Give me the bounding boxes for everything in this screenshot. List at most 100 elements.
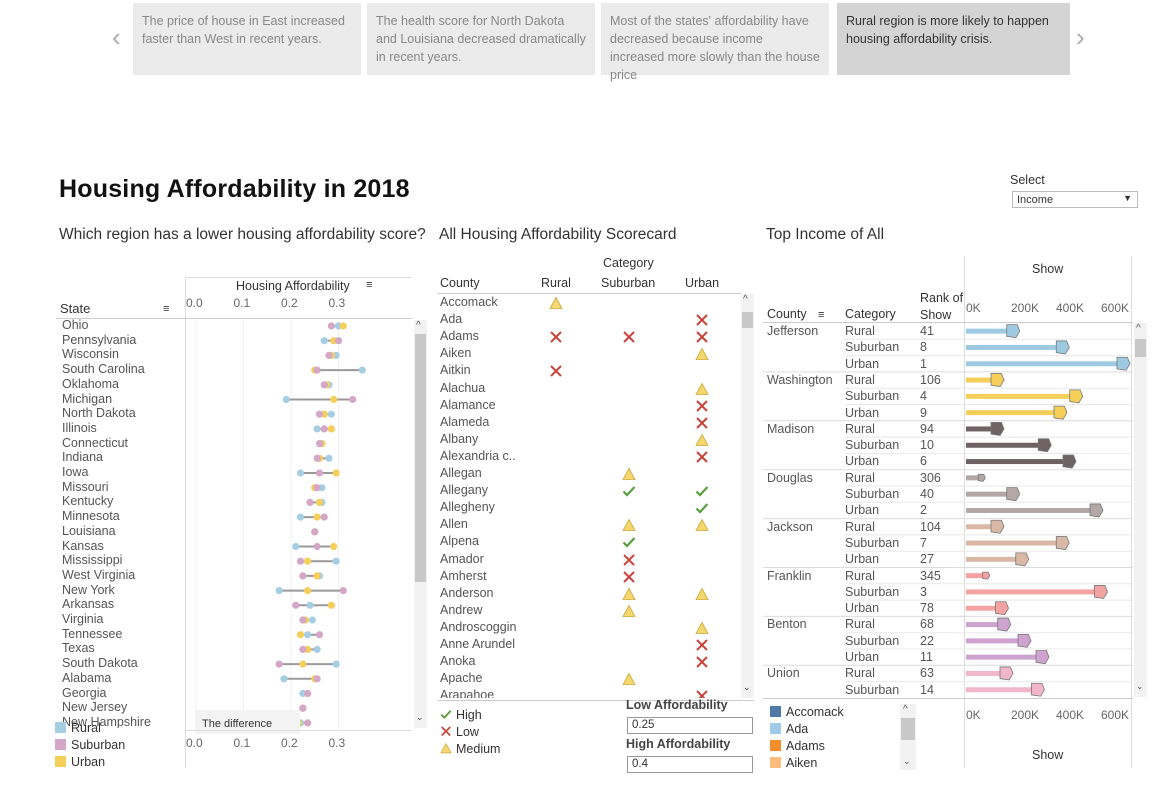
suburban-point[interactable] [311,528,319,536]
story-point-4[interactable]: Rural region is more likely to happen ho… [837,3,1070,75]
urban-point[interactable] [299,660,307,668]
scroll-up-icon[interactable]: ^ [416,320,421,331]
suburban-point[interactable] [327,322,335,330]
check-icon[interactable] [622,535,636,549]
rural-point[interactable] [292,542,300,551]
suburban-point[interactable] [315,410,324,418]
county-shape-mark[interactable] [1035,650,1050,665]
scorecard-scrollbar[interactable]: ^ ⌄ [741,294,754,698]
scroll-thumb[interactable] [1135,339,1146,357]
check-icon[interactable] [622,484,636,498]
x-icon[interactable] [549,364,563,378]
triangle-icon[interactable] [695,433,709,447]
scroll-up-icon[interactable]: ^ [743,294,748,305]
triangle-icon[interactable] [549,296,563,310]
county-shape-mark[interactable] [990,519,1005,534]
rural-point[interactable] [296,513,305,521]
urban-point[interactable] [330,542,338,551]
urban-point[interactable] [315,498,324,506]
suburban-point[interactable] [299,572,307,580]
legend-item-urban[interactable]: Urban [55,755,105,769]
income-bar[interactable] [966,670,1007,676]
suburban-point[interactable] [299,645,307,653]
triangle-icon[interactable] [622,587,636,601]
income-bar[interactable] [966,475,982,481]
rural-point[interactable] [358,366,366,374]
suburban-point[interactable] [349,395,357,404]
legend-item[interactable]: Adams [770,739,825,753]
rural-point[interactable] [304,631,312,639]
story-point-1[interactable]: The price of house in East increased fas… [133,3,361,75]
rural-point[interactable] [332,660,340,668]
x-icon[interactable] [695,655,709,669]
county-shape-mark[interactable] [1089,503,1104,518]
low-affordability-input[interactable]: 0.25 [627,717,753,734]
rural-point[interactable] [313,425,321,433]
legend-item[interactable]: Ada [770,722,808,736]
county-shape-mark[interactable] [1055,340,1070,355]
next-arrow-icon[interactable]: › [1076,22,1085,52]
county-shape-mark[interactable] [1006,324,1021,339]
county-shape-mark[interactable] [997,617,1012,632]
income-scrollbar[interactable]: ^ ⌄ [1134,323,1147,697]
county-shape-mark[interactable] [999,666,1014,681]
legend-item-low[interactable]: Low [439,724,479,741]
urban-point[interactable] [339,322,347,330]
income-bar[interactable] [966,491,1014,497]
income-bar[interactable] [966,524,998,530]
x-icon[interactable] [622,553,636,567]
triangle-icon[interactable] [622,672,636,686]
triangle-icon[interactable] [695,621,709,635]
suburban-point[interactable] [292,601,300,609]
county-shape-mark[interactable] [977,473,986,482]
x-icon[interactable] [695,416,709,430]
previous-arrow-icon[interactable]: ‹ [112,22,121,52]
rural-point[interactable] [296,469,305,477]
rural-point[interactable] [275,587,283,595]
x-icon[interactable] [695,689,709,698]
suburban-point[interactable] [320,513,328,521]
county-shape-mark[interactable] [990,422,1005,436]
income-bar[interactable] [966,426,998,432]
urban-point[interactable] [313,513,321,521]
rural-point[interactable] [308,616,316,624]
income-bar[interactable] [966,442,1045,448]
x-icon[interactable] [695,313,709,327]
triangle-icon[interactable] [622,518,636,532]
x-icon[interactable] [622,330,636,344]
income-bar[interactable] [966,328,1014,334]
income-bar[interactable] [966,638,1025,644]
suburban-point[interactable] [325,351,333,359]
suburban-point[interactable] [313,366,321,374]
high-affordability-input[interactable]: 0.4 [627,756,753,773]
income-bar[interactable] [966,556,1023,562]
suburban-point[interactable] [306,498,314,506]
scroll-thumb[interactable] [901,718,915,740]
measure-select[interactable]: Income ▼ [1012,191,1138,208]
suburban-point[interactable] [315,469,324,477]
county-shape-mark[interactable] [1006,487,1021,502]
urban-point[interactable] [327,425,335,433]
x-icon[interactable] [622,570,636,584]
legend-item-suburban[interactable]: Suburban [55,738,125,752]
county-shape-mark[interactable] [1062,454,1077,469]
urban-point[interactable] [304,557,312,565]
suburban-point[interactable] [275,660,283,668]
legend-item[interactable]: Aiken [770,756,817,770]
county-shape-mark[interactable] [1015,552,1030,567]
county-shape-mark[interactable] [1094,585,1108,599]
triangle-icon[interactable] [695,518,709,532]
legend-item-rural[interactable]: Rural [55,721,101,735]
triangle-icon[interactable] [695,347,709,361]
story-point-2[interactable]: The health score for North Dakota and Lo… [367,3,595,75]
income-bar[interactable] [966,410,1061,416]
income-bar[interactable] [966,377,998,383]
county-shape-mark[interactable] [982,571,991,580]
rural-point[interactable] [325,454,333,462]
suburban-point[interactable] [313,542,321,551]
urban-point[interactable] [304,587,312,595]
suburban-point[interactable] [315,631,324,639]
dumbbell-scrollbar[interactable]: ^ ⌄ [414,320,427,728]
suburban-point[interactable] [320,425,328,433]
county-shape-mark[interactable] [1053,405,1068,420]
